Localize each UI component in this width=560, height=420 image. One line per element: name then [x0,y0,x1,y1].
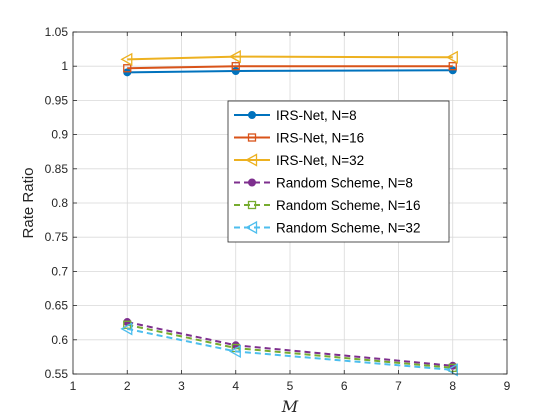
legend-label: IRS-Net, N=32 [276,153,364,168]
y-tick-label: 0.7 [51,264,68,278]
y-tick-label: 0.85 [45,162,69,176]
legend-entry: IRS-Net, N=16 [234,131,364,146]
axis-ticks: 1 2 3 4 5 6 7 8 9 0.55 0.6 0.65 0.7 0.75 0.8 0.85 0.9 0.9… [45,25,511,393]
x-tick-label: 2 [124,379,131,393]
data-point [228,50,241,64]
y-tick-label: 0.75 [45,230,69,244]
series-2 [123,62,457,73]
legend-marker [245,153,258,167]
legend-label: Random Scheme, N=16 [276,198,420,213]
legend-entry: Random Scheme, N=16 [234,198,420,213]
series-line [127,327,453,371]
series-line [127,55,453,61]
y-tick-label: 0.65 [45,299,69,313]
data-point [120,322,133,336]
legend-marker [248,111,256,119]
data-point [445,363,458,377]
legend-marker [248,178,256,187]
x-tick-label: 1 [70,379,77,393]
legend-box [227,100,450,243]
x-tick-label: 3 [178,379,185,393]
series-3 [120,50,458,66]
legend-entry: Random Scheme, N=32 [234,221,420,236]
legend-entry: Random Scheme, N=8 [234,176,413,191]
y-tick-label: 0.6 [51,333,68,347]
data-point [231,62,240,71]
data-point [123,64,132,73]
y-tick-label: 1 [61,59,68,73]
y-tick-label: 0.55 [45,367,69,381]
legend-label: Random Scheme, N=8 [276,176,413,191]
data-point [120,52,133,66]
data-point [228,344,241,359]
series-6 [120,322,458,377]
y-axis-label: Rate Ratio [20,168,37,239]
legend-marker [247,200,257,210]
y-tick-label: 0.9 [51,128,68,142]
y-tick-label: 0.8 [51,196,68,210]
legend-label: Random Scheme, N=32 [276,221,420,236]
legend-entry: IRS-Net, N=8 [234,108,357,123]
x-tick-label: 5 [287,379,294,393]
legend: IRS-Net, N=8 IRS-Net, N=16 IRS-Net, N=32 Ra… [227,100,450,243]
y-tick-label: 0.95 [45,93,69,107]
legend-entry: IRS-Net, N=32 [234,153,364,168]
series-line [127,65,453,70]
y-tick-label: 1.05 [45,25,69,39]
data-point [123,320,132,329]
legend-marker [245,220,258,235]
legend-marker [247,133,257,142]
legend-label: IRS-Net, N=8 [276,108,357,123]
x-tick-label: 9 [504,379,511,393]
x-tick-label: 7 [395,379,402,393]
x-tick-label: 4 [232,379,239,393]
data-point [231,66,240,75]
legend-label: IRS-Net, N=16 [276,131,364,146]
data-point [445,50,458,64]
data-point [448,62,457,71]
x-axis-label: M [281,397,299,416]
series-layer [120,50,458,377]
x-tick-label: 6 [341,379,348,393]
x-tick-label: 8 [449,379,456,393]
